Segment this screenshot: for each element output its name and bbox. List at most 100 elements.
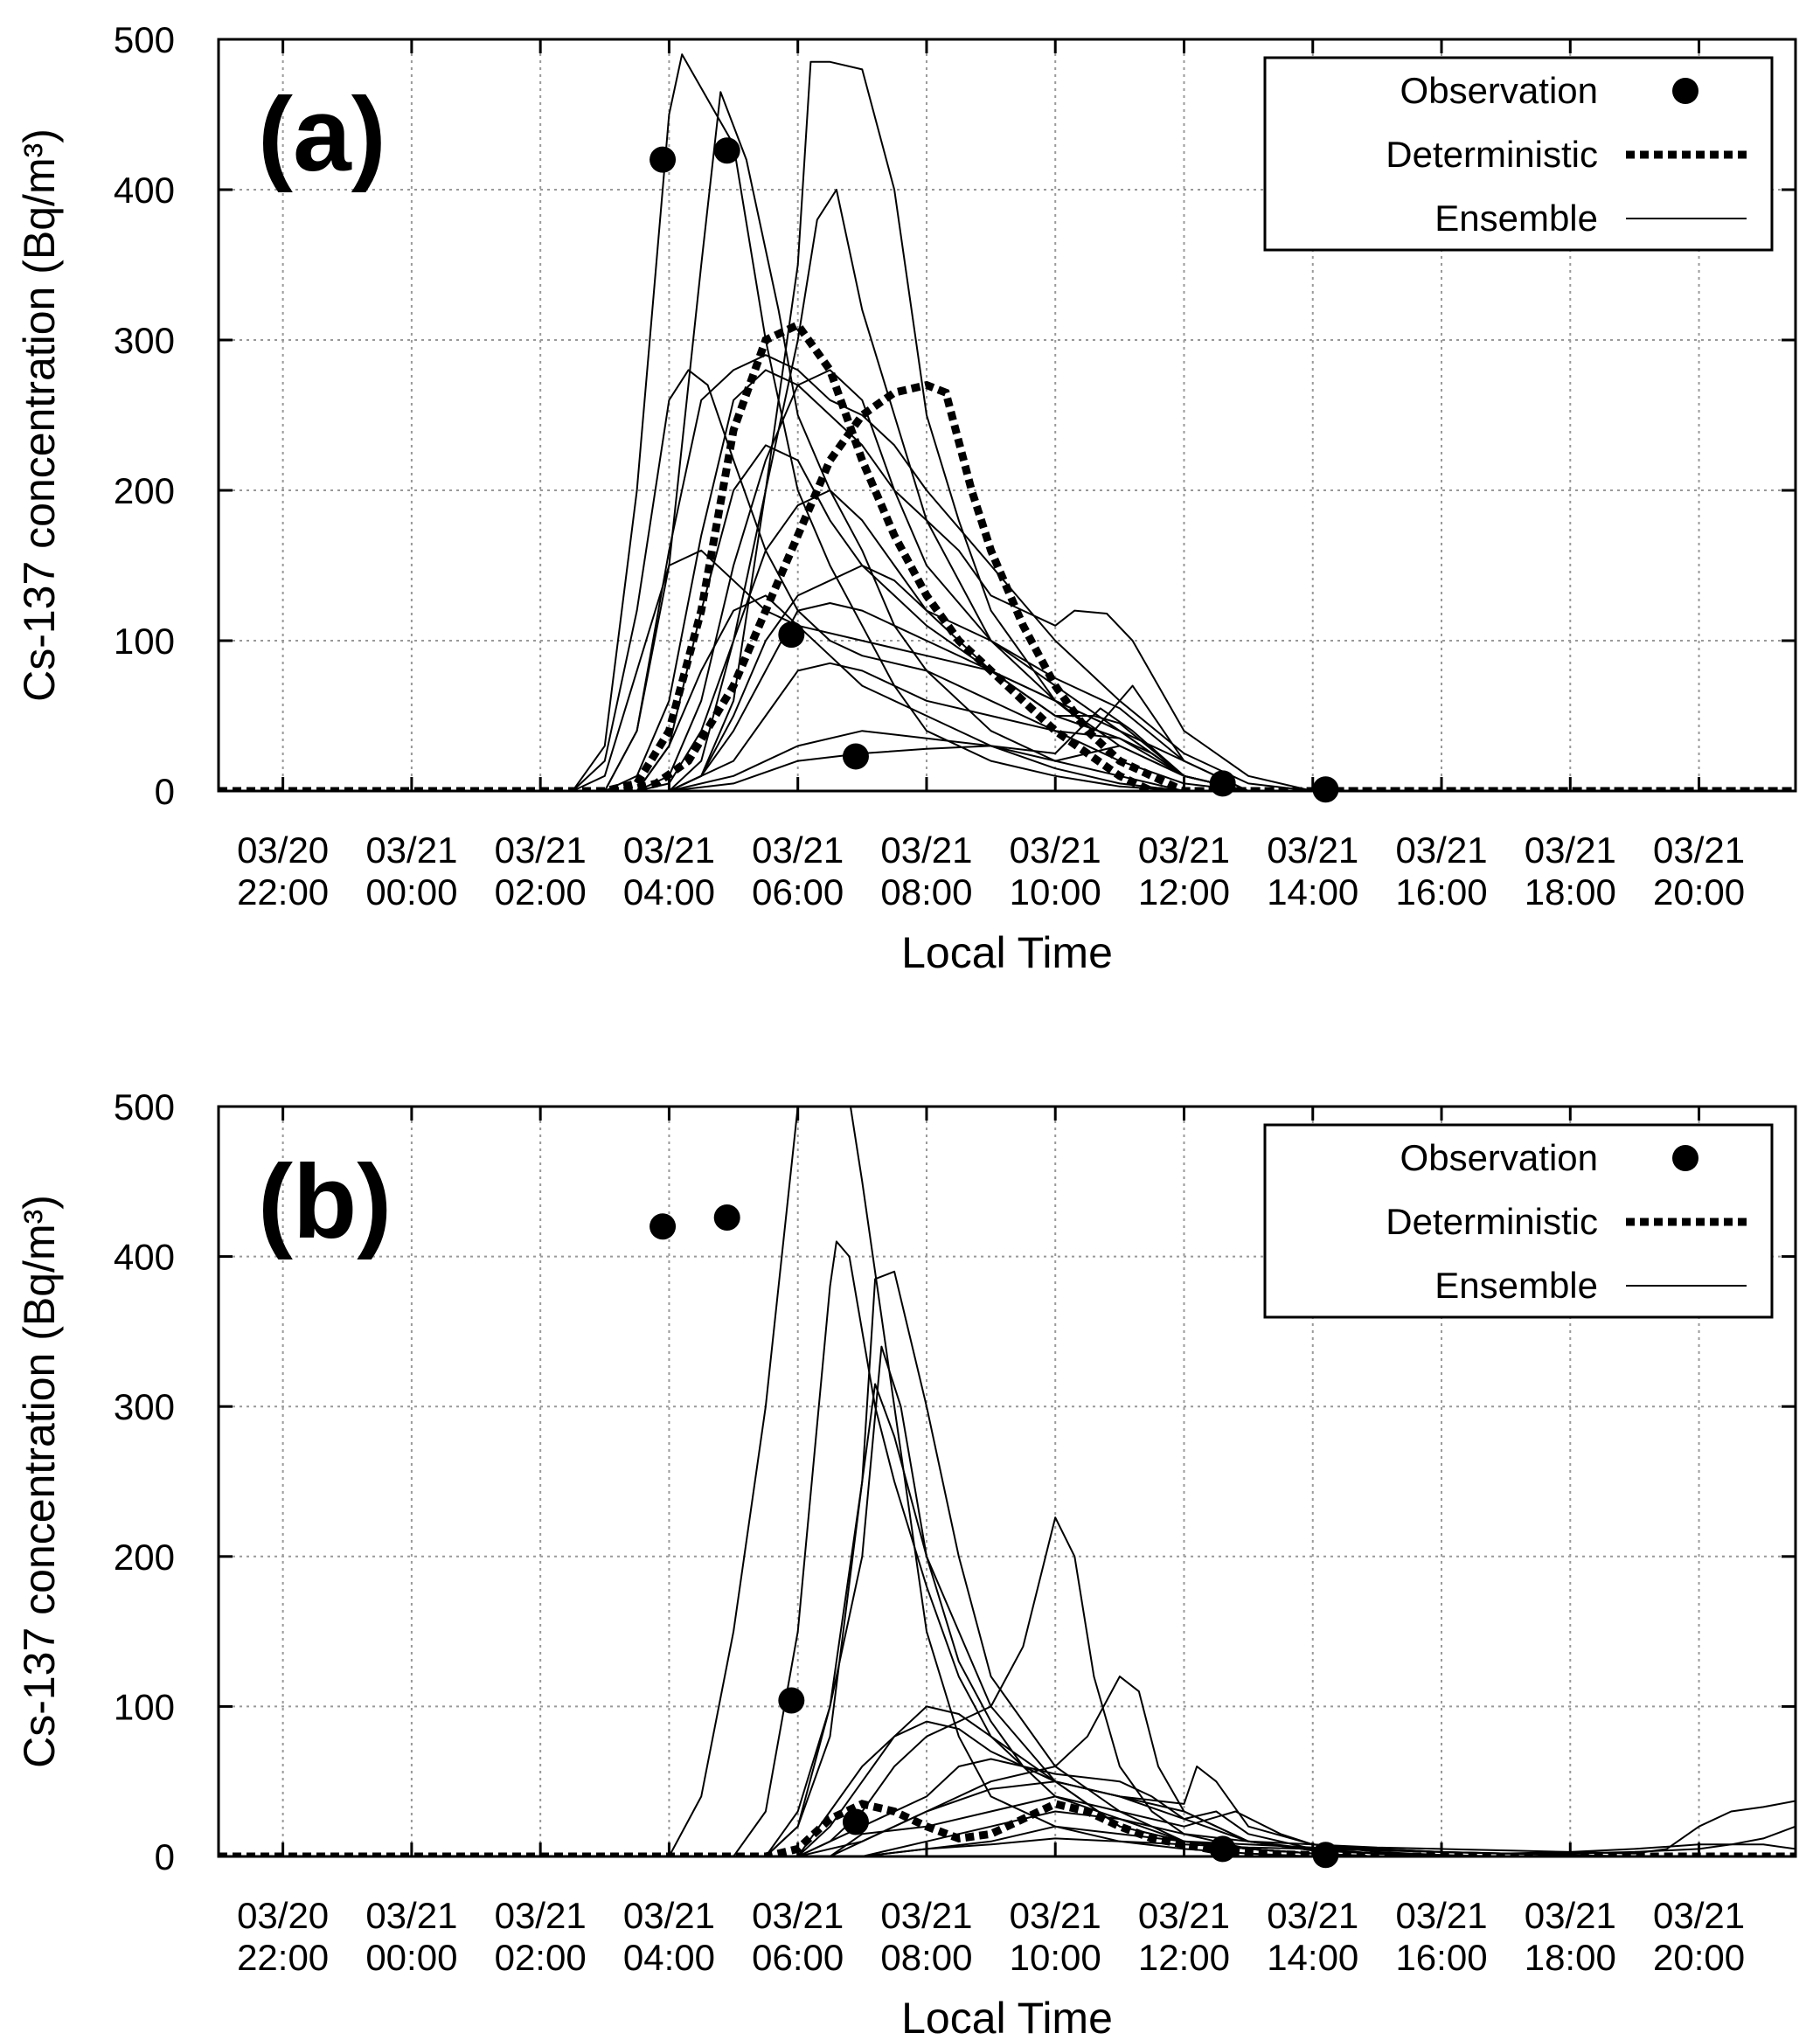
x-tick-label-date-7: 03/21: [1138, 1895, 1230, 1936]
x-tick-label-date-6: 03/21: [1010, 1895, 1101, 1936]
x-tick-label-date-3: 03/21: [623, 1895, 715, 1936]
ensemble-line-7: [219, 1720, 1796, 1856]
ensemble-line-7: [219, 369, 1796, 791]
observation-point-0: [650, 1213, 677, 1240]
deterministic-line-0: [219, 1800, 1796, 1856]
x-tick-label-date-8: 03/21: [1267, 829, 1358, 871]
y-tick-label-2: 200: [114, 1537, 175, 1578]
observation-point-5: [1312, 1842, 1339, 1869]
x-tick-label-date-2: 03/21: [495, 1895, 587, 1936]
observation-point-1: [713, 137, 740, 164]
observation-point-5: [1312, 776, 1339, 803]
ensemble-line-1: [219, 91, 1796, 791]
ensemble-line-3: [219, 1383, 1796, 1856]
legend-label-ensemble: Ensemble: [1434, 1265, 1598, 1306]
x-tick-label-time-0: 22:00: [237, 1937, 329, 1978]
legend: Observation Deterministic Ensemble: [1263, 1123, 1774, 1319]
x-tick-label-date-4: 03/21: [752, 1895, 844, 1936]
ensemble-line-11: [219, 602, 1796, 791]
x-tick-label-date-5: 03/21: [880, 1895, 972, 1936]
x-tick-label-date-1: 03/21: [365, 1895, 457, 1936]
x-tick-label-date-11: 03/21: [1653, 829, 1745, 871]
y-tick-label-4: 400: [114, 1237, 175, 1278]
plot-area: [219, 1107, 1796, 1856]
x-tick-label-time-6: 10:00: [1010, 1937, 1101, 1978]
y-tick-label-1: 100: [114, 621, 175, 662]
x-tick-label-date-10: 03/21: [1525, 1895, 1616, 1936]
x-tick-label-time-7: 12:00: [1138, 1937, 1230, 1978]
deterministic-line-1: [219, 380, 1796, 791]
ensemble-line-1: [219, 1240, 1796, 1856]
observation-point-4: [1209, 770, 1236, 797]
x-axis-title: Local Time: [901, 1994, 1113, 2040]
observation-point-3: [842, 1808, 869, 1835]
x-tick-label-time-5: 08:00: [880, 871, 972, 912]
panel-label: (a): [258, 76, 386, 193]
x-tick-label-time-3: 04:00: [623, 871, 715, 912]
ensemble-line-4: [219, 1345, 1796, 1856]
observation-point-2: [778, 1687, 805, 1714]
x-tick-label-time-8: 14:00: [1267, 1937, 1358, 1978]
x-tick-label-time-2: 02:00: [495, 871, 587, 912]
x-tick-label-time-1: 00:00: [365, 871, 457, 912]
y-axis-title: Cs-137 concentration (Bq/m³): [15, 128, 64, 702]
x-tick-label-time-5: 08:00: [880, 1937, 972, 1978]
x-tick-label-date-0: 03/20: [237, 829, 329, 871]
y-tick-label-0: 0: [155, 771, 175, 812]
x-tick-label-date-3: 03/21: [623, 829, 715, 871]
ensemble-line-0: [219, 53, 1796, 791]
plot-area: [219, 53, 1796, 791]
ensemble-line-10: [219, 565, 1796, 791]
x-tick-label-date-8: 03/21: [1267, 1895, 1358, 1936]
y-tick-label-5: 500: [114, 19, 175, 60]
y-tick-label-0: 0: [155, 1836, 175, 1877]
x-tick-label-time-10: 18:00: [1525, 1937, 1616, 1978]
ensemble-line-13: [219, 1825, 1796, 1856]
x-tick-label-time-8: 14:00: [1267, 871, 1358, 912]
y-tick-label-2: 200: [114, 470, 175, 511]
panel-label: (b): [258, 1143, 392, 1260]
x-tick-label-time-6: 10:00: [1010, 871, 1101, 912]
x-tick-label-date-5: 03/21: [880, 829, 972, 871]
x-tick-label-time-11: 20:00: [1653, 871, 1745, 912]
plot-frame: [217, 38, 1797, 793]
chart-panel-a: 010020030040050003/2022:0003/2100:0003/2…: [15, 19, 1797, 977]
observation-point-4: [1209, 1835, 1236, 1863]
ensemble-line-12: [219, 662, 1796, 791]
x-tick-label-date-9: 03/21: [1395, 829, 1487, 871]
ensemble-line-8: [219, 369, 1796, 791]
ensemble-line-14: [219, 745, 1796, 791]
x-tick-label-date-4: 03/21: [752, 829, 844, 871]
legend-label-deterministic: Deterministic: [1386, 1201, 1598, 1242]
chart-panel-b: 010020030040050003/2022:0003/2100:0003/2…: [15, 1086, 1797, 2040]
x-tick-label-date-10: 03/21: [1525, 829, 1616, 871]
observation-point-3: [842, 743, 869, 770]
legend: Observation Deterministic Ensemble: [1263, 56, 1774, 252]
observation-point-0: [650, 146, 677, 173]
x-tick-label-date-6: 03/21: [1010, 829, 1101, 871]
ensemble-line-5: [219, 1516, 1796, 1856]
x-tick-label-date-1: 03/21: [365, 829, 457, 871]
ensemble-line-8: [219, 1705, 1796, 1856]
ensemble-line-2: [219, 1270, 1796, 1856]
legend-label-deterministic: Deterministic: [1386, 134, 1598, 175]
legend-label-observation: Observation: [1400, 70, 1598, 111]
x-tick-label-time-0: 22:00: [237, 871, 329, 912]
x-tick-label-date-9: 03/21: [1395, 1895, 1487, 1936]
x-tick-label-time-7: 12:00: [1138, 871, 1230, 912]
x-tick-label-date-11: 03/21: [1653, 1895, 1745, 1936]
legend-symbol-observation: [1672, 1145, 1698, 1171]
ensemble-line-16: [219, 444, 1796, 791]
legend-symbol-observation: [1672, 78, 1698, 104]
x-tick-label-time-1: 00:00: [365, 1937, 457, 1978]
x-tick-label-time-9: 16:00: [1395, 1937, 1487, 1978]
y-tick-label-3: 300: [114, 1386, 175, 1427]
x-tick-label-time-11: 20:00: [1653, 1937, 1745, 1978]
x-tick-label-time-9: 16:00: [1395, 871, 1487, 912]
x-tick-label-time-3: 04:00: [623, 1937, 715, 1978]
observation-point-2: [778, 621, 805, 649]
y-tick-label-3: 300: [114, 320, 175, 361]
ensemble-line-9: [219, 489, 1796, 791]
y-tick-label-4: 400: [114, 170, 175, 211]
